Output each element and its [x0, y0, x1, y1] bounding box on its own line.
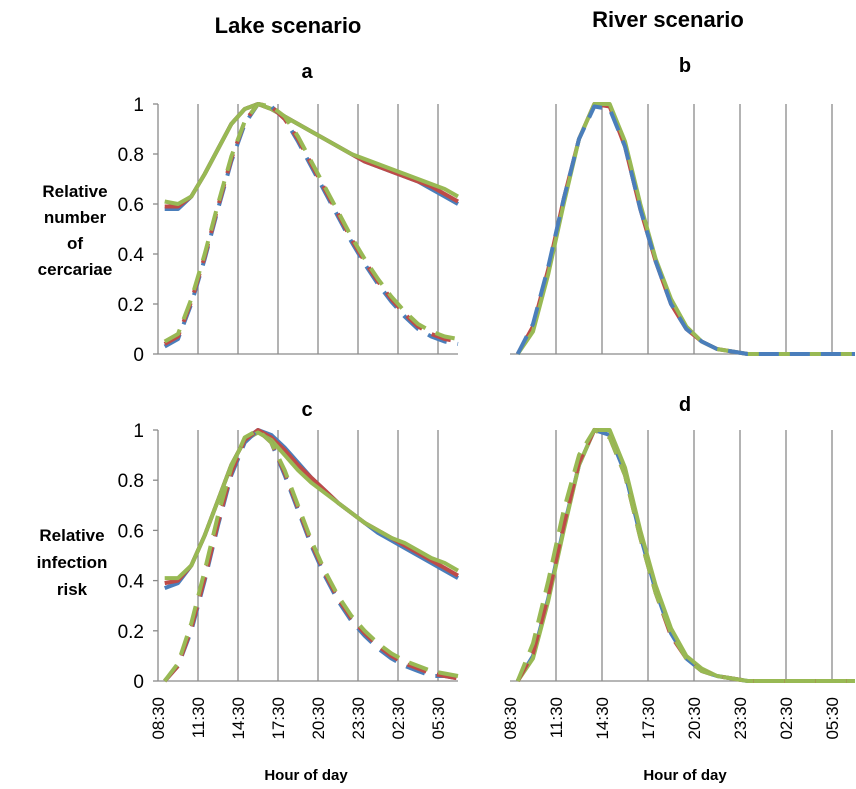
series-b-red-solid-0: [515, 102, 855, 356]
series-d-red-dashed-2: [515, 428, 855, 683]
xtick-label-d-7: 05:30: [823, 697, 842, 740]
river-scenario-title: River scenario: [592, 7, 744, 32]
ytick-label-c-4: 0.8: [118, 471, 144, 492]
panel-letter-b: b: [679, 55, 691, 77]
series-c-green-dashed-5: [163, 428, 459, 683]
series-a-green-dashed-5: [163, 102, 459, 344]
panel-c: c 0 0.2 0.4 0.6 0.8 1 08:30 11:30 14:30 17:30 20:30…: [118, 399, 459, 740]
ytick-label-c-2: 0.4: [118, 572, 145, 593]
series-c-red-dashed-4: [163, 428, 459, 683]
series-a-red-solid-1: [164, 102, 459, 209]
series-d-green-solid-1: [516, 428, 855, 683]
ytick-label-c-3: 0.6: [118, 521, 144, 542]
ytick-label-c-0: 0: [133, 672, 144, 693]
series-b-green-solid-1: [516, 102, 855, 356]
ytick-label-a-1: 0.2: [118, 295, 144, 316]
ylabel-bottom-line-3: risk: [57, 580, 88, 599]
xtick-label-c-2: 14:30: [229, 697, 248, 740]
ytick-label-c-1: 0.2: [118, 622, 144, 643]
ytick-label-a-2: 0.4: [118, 245, 145, 266]
series-a-blue-dashed-3: [163, 102, 459, 349]
series-d-green-dashed-3: [515, 428, 855, 683]
xtick-label-c-6: 02:30: [389, 697, 408, 740]
series-b-blue-dashed-2: [515, 104, 855, 356]
ytick-label-c-5: 1: [133, 421, 144, 442]
series-c-green-solid-2: [164, 430, 459, 581]
xlabel-left: Hour of day: [264, 767, 348, 784]
series-a-green-solid-2: [164, 102, 459, 206]
xtick-label-c-4: 20:30: [309, 697, 328, 740]
xtick-label-c-0: 08:30: [149, 697, 168, 740]
series-d-blue-solid-0: [515, 428, 855, 683]
xtick-label-d-3: 17:30: [639, 697, 658, 740]
ylabel-top-line-4: cercariae: [38, 260, 113, 279]
ytick-label-a-0: 0: [133, 345, 144, 366]
ylabel-relative-infection-risk: Relative infection risk: [37, 526, 108, 599]
ytick-label-a-3: 0.6: [118, 195, 144, 216]
lake-scenario-title: Lake scenario: [215, 13, 362, 38]
panel-letter-c: c: [301, 399, 312, 421]
panel-letter-d: d: [679, 394, 691, 416]
ylabel-bottom-line-2: infection: [37, 553, 108, 572]
series-a-blue-solid-0: [164, 102, 459, 211]
ytick-label-a-5: 1: [133, 95, 144, 116]
panel-d: d 08:30 11:30 14:30 17:30 20:30 23:30 02:30 05:3…: [501, 394, 855, 740]
xtick-label-d-0: 08:30: [501, 697, 520, 740]
panel-letter-a: a: [301, 61, 313, 83]
panel-b: b: [510, 55, 855, 356]
ylabel-top-line-3: of: [67, 234, 83, 253]
xtick-label-d-1: 11:30: [547, 697, 566, 738]
ytick-label-a-4: 0.8: [118, 145, 144, 166]
panel-a: a 0 0.2 0.4 0.6 0.8 1: [118, 61, 459, 366]
xtick-label-d-6: 02:30: [777, 697, 796, 740]
xtick-label-c-1: 11:30: [189, 697, 208, 738]
ylabel-top-line-1: Relative: [42, 182, 107, 201]
ylabel-bottom-line-1: Relative: [39, 526, 104, 545]
xtick-label-d-4: 20:30: [685, 697, 704, 740]
series-c-blue-dashed-3: [163, 428, 459, 683]
xtick-label-c-5: 23:30: [349, 697, 368, 740]
xtick-label-c-3: 17:30: [269, 697, 288, 740]
xlabel-right: Hour of day: [643, 767, 727, 784]
xtick-label-c-7: 05:30: [429, 697, 448, 740]
series-a-red-dashed-4: [163, 102, 459, 346]
xtick-label-d-2: 14:30: [593, 697, 612, 740]
ylabel-top-line-2: number: [44, 208, 107, 227]
xtick-label-d-5: 23:30: [731, 697, 750, 740]
ylabel-relative-number-of-cercariae: Relative number of cercariae: [38, 182, 113, 279]
